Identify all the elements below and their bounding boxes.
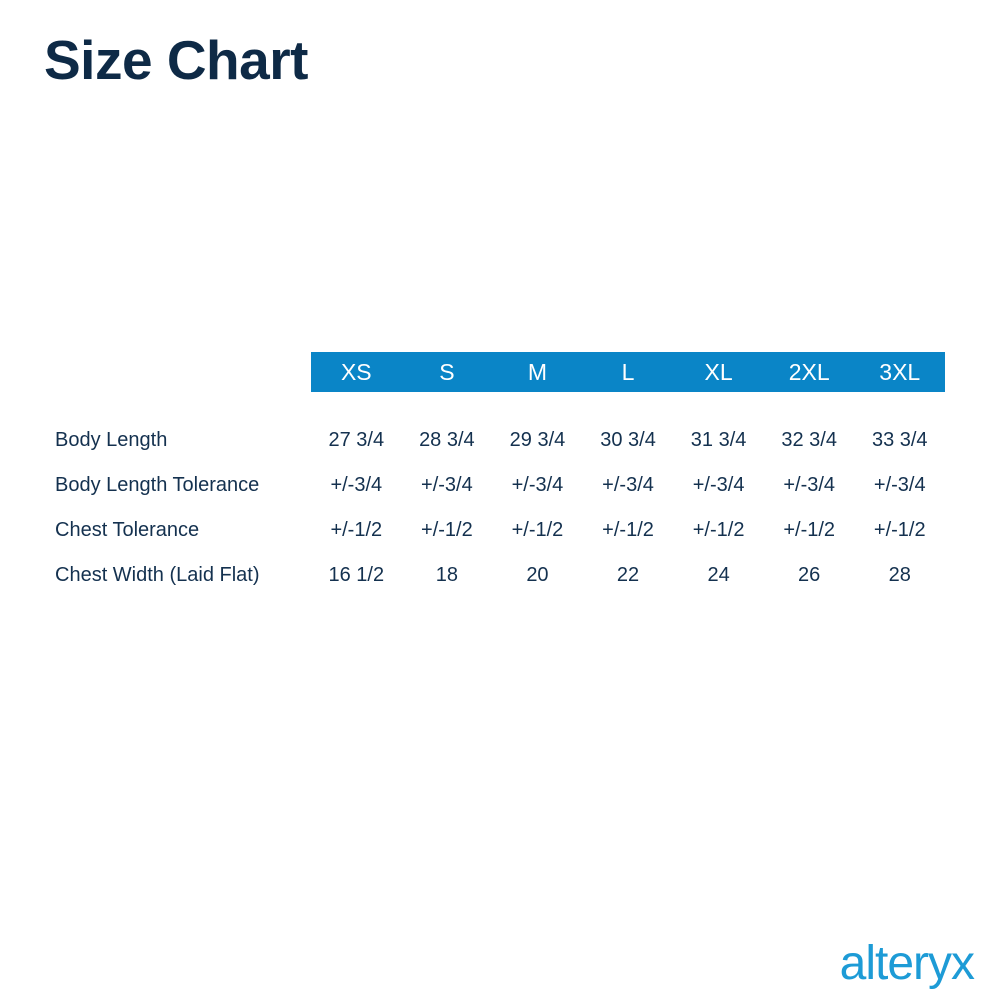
size-column-header: XL bbox=[704, 358, 733, 385]
table-cell: 26 bbox=[798, 564, 821, 586]
row-label: Chest Width (Laid Flat) bbox=[55, 564, 260, 586]
size-column-header: S bbox=[439, 358, 455, 385]
row-values: 27 3/4 28 3/4 29 3/4 30 3/4 31 3/4 32 3/4 33 3… bbox=[311, 429, 945, 452]
size-column-header: XS bbox=[340, 358, 372, 385]
table-cell: +/-3/4 bbox=[511, 474, 564, 496]
table-cell: 28 3/4 bbox=[419, 429, 475, 451]
table-cell: +/-3/4 bbox=[692, 474, 745, 496]
table-row: Chest Width (Laid Flat) 16 1/2 18 20 22 24 26 2… bbox=[0, 553, 1000, 598]
table-cell: +/-1/2 bbox=[873, 519, 926, 541]
table-row: Chest Tolerance +/-1/2 +/-1/2 +/-1/2 +/-1/2 +… bbox=[0, 508, 1000, 553]
page-title: Size Chart bbox=[44, 29, 308, 91]
table-cell: +/-1/2 bbox=[692, 519, 745, 541]
table-cell: +/-1/2 bbox=[330, 519, 383, 541]
table-cell: 31 3/4 bbox=[690, 429, 747, 451]
table-cell: 32 3/4 bbox=[781, 429, 837, 451]
table-cell: +/-1/2 bbox=[602, 519, 654, 541]
table-cell: 28 bbox=[888, 564, 911, 586]
table-cell: +/-3/4 bbox=[421, 474, 473, 496]
size-column-header: M bbox=[527, 358, 548, 385]
table-cell: 30 3/4 bbox=[600, 429, 656, 451]
size-table-body: Body Length 27 3/4 28 3/4 29 3/4 30 3/4 31 3/… bbox=[0, 418, 1000, 598]
table-cell: 22 bbox=[616, 564, 640, 586]
table-cell: +/-3/4 bbox=[602, 474, 654, 496]
table-cell: +/-1/2 bbox=[511, 519, 564, 541]
table-cell: 27 3/4 bbox=[328, 429, 385, 451]
row-label: Body Length bbox=[55, 429, 168, 451]
table-cell: 24 bbox=[707, 564, 730, 586]
row-label: Chest Tolerance bbox=[55, 519, 200, 541]
row-values: +/-3/4 +/-3/4 +/-3/4 +/-3/4 +/-3/4 +/-3/4 +/-3… bbox=[311, 474, 945, 497]
table-row: Body Length Tolerance +/-3/4 +/-3/4 +/-3/4 +… bbox=[0, 463, 1000, 508]
size-column-header: 2XL bbox=[788, 358, 830, 385]
table-cell: 29 3/4 bbox=[509, 429, 566, 451]
table-cell: 16 1/2 bbox=[328, 564, 385, 586]
row-values: 16 1/2 18 20 22 24 26 28 bbox=[311, 564, 945, 587]
size-column-header: 3XL bbox=[879, 358, 921, 385]
size-table-header-row: XS S M L XL 2XL 3XL bbox=[311, 352, 945, 392]
table-cell: 18 bbox=[435, 564, 458, 586]
size-column-header: L bbox=[621, 358, 635, 385]
table-cell: 33 3/4 bbox=[871, 429, 928, 451]
table-row: Body Length 27 3/4 28 3/4 29 3/4 30 3/4 31 3/… bbox=[0, 418, 1000, 463]
table-cell: 20 bbox=[526, 564, 549, 586]
table-cell: +/-1/2 bbox=[421, 519, 473, 541]
table-cell: +/-3/4 bbox=[330, 474, 383, 496]
table-cell: +/-1/2 bbox=[783, 519, 836, 541]
table-cell: +/-3/4 bbox=[873, 474, 926, 496]
row-label: Body Length Tolerance bbox=[55, 474, 260, 496]
alteryx-logo: alteryx bbox=[839, 937, 975, 990]
table-cell: +/-3/4 bbox=[783, 474, 836, 496]
row-values: +/-1/2 +/-1/2 +/-1/2 +/-1/2 +/-1/2 +/-1/2 +/-1… bbox=[311, 519, 945, 542]
